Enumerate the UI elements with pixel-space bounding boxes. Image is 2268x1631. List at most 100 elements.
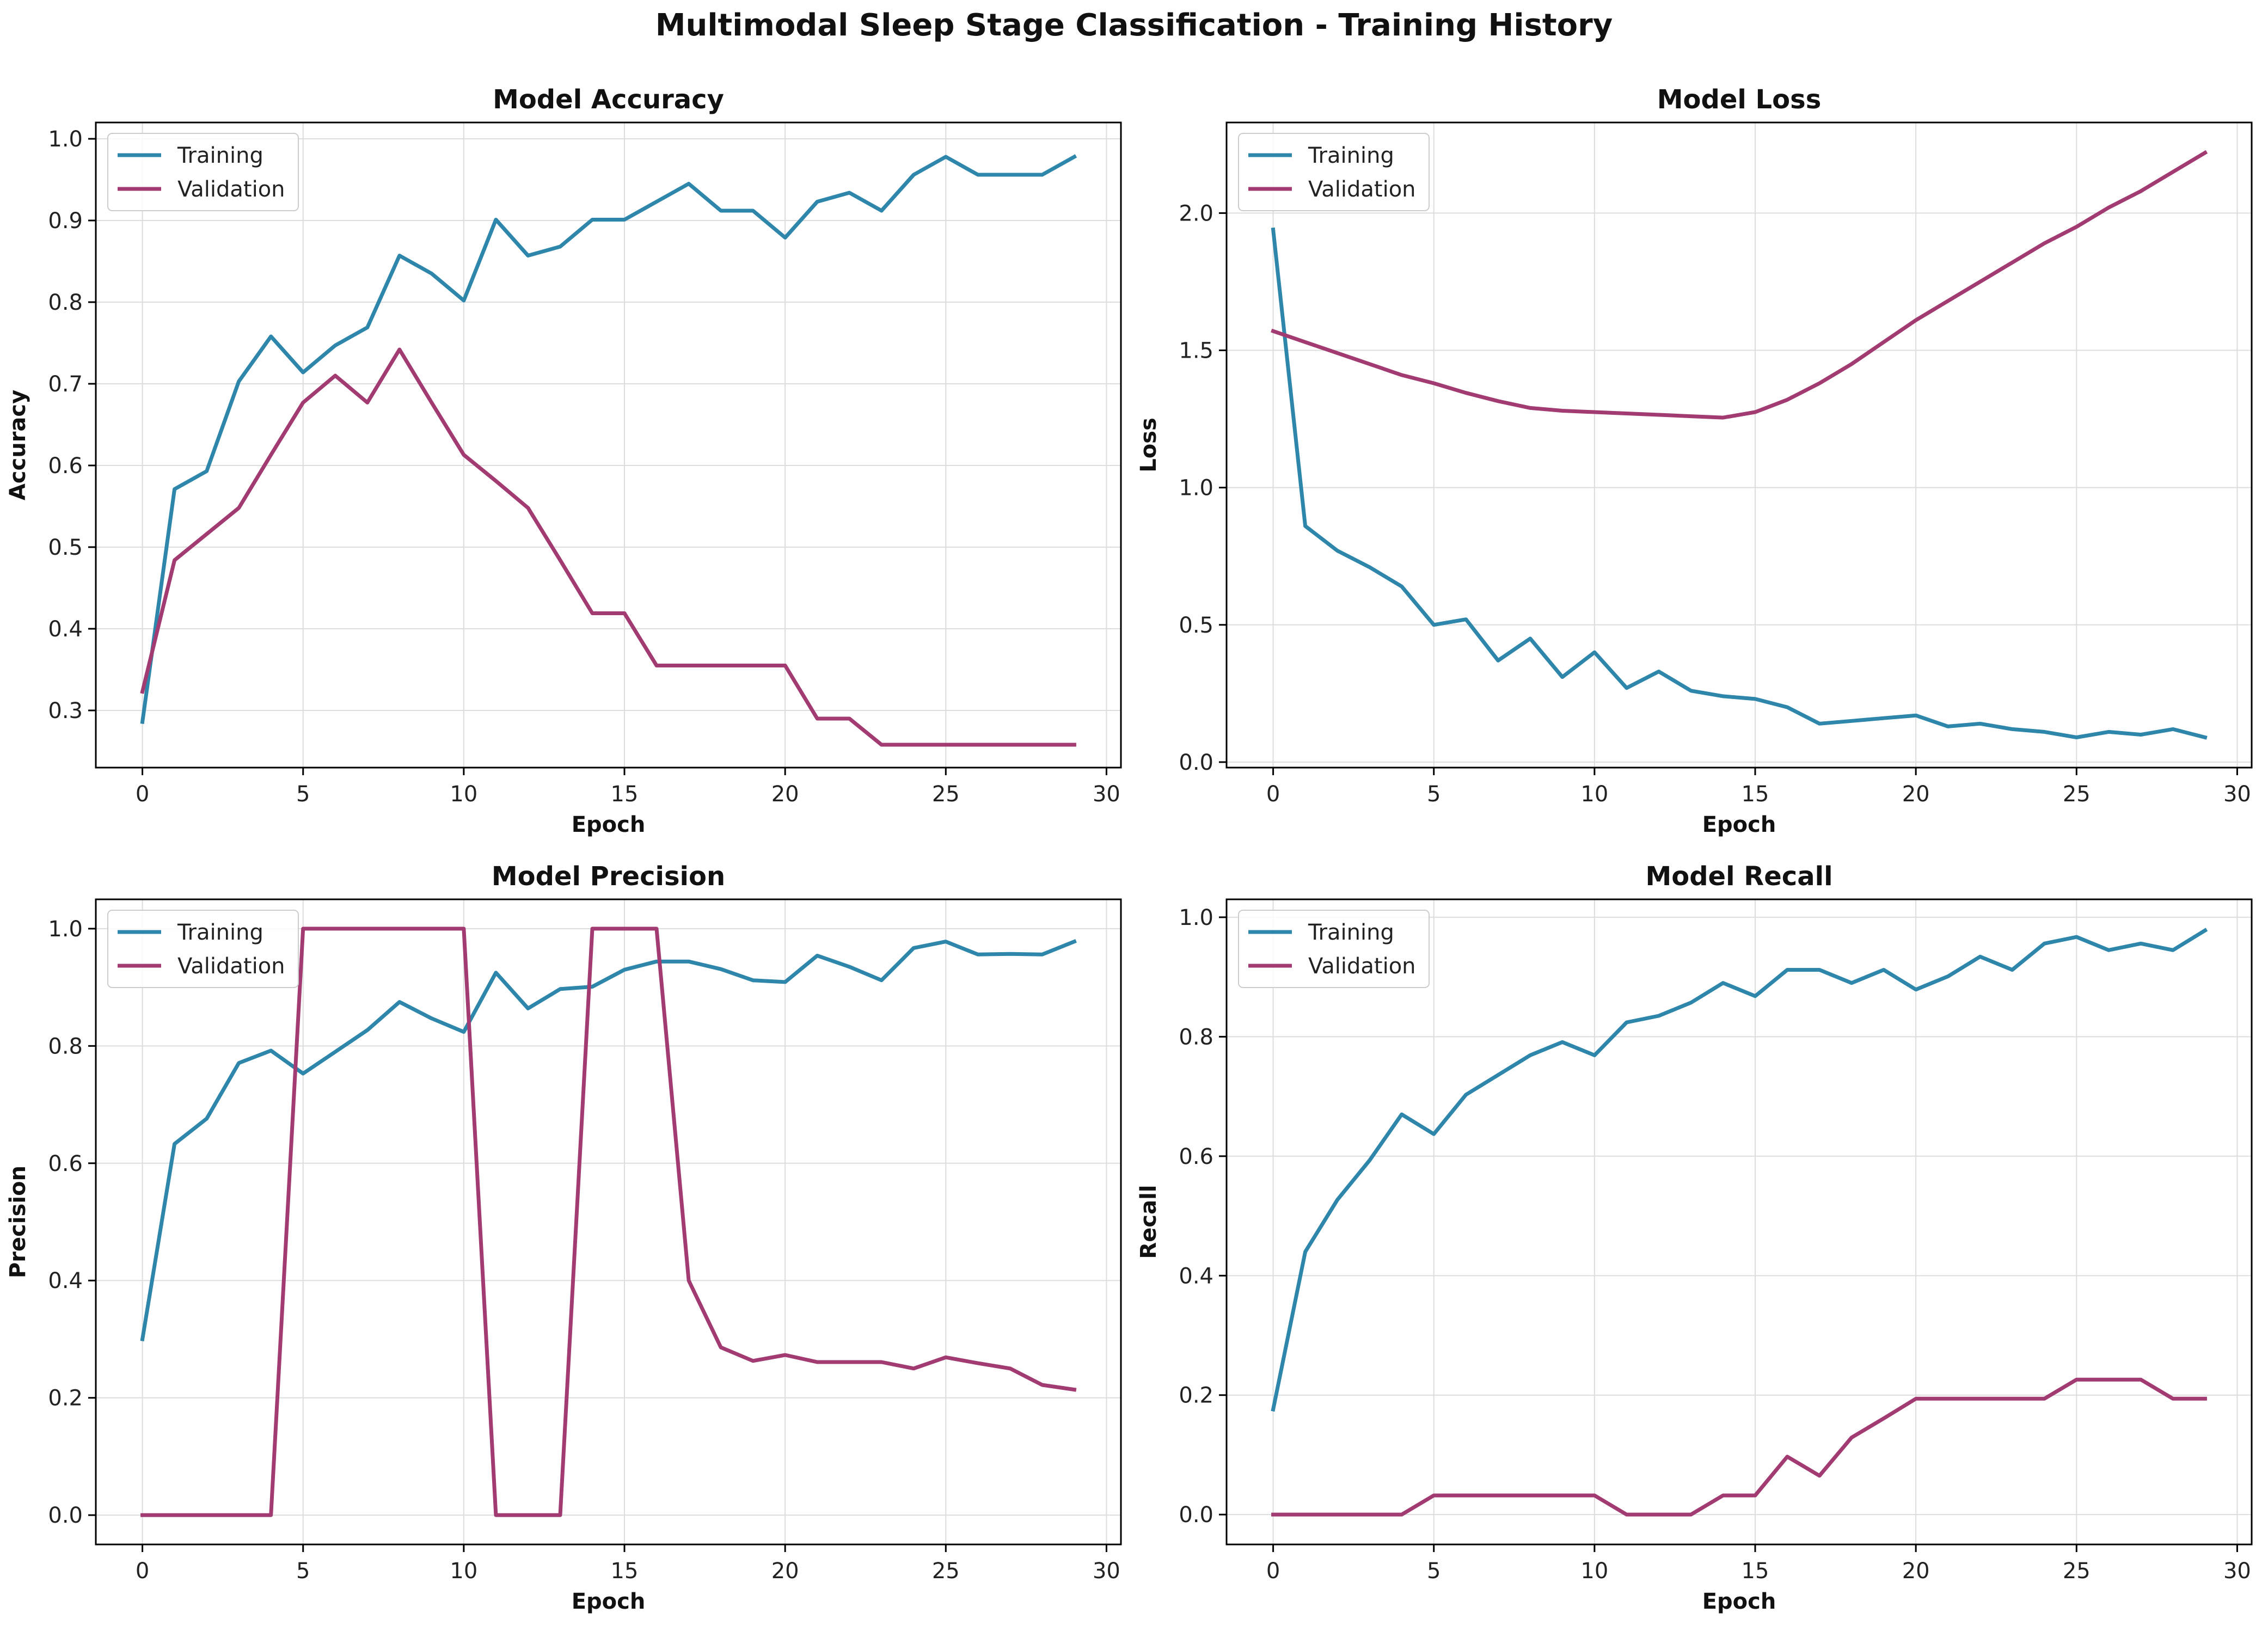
legend: Training Validation — [107, 910, 299, 988]
figure-title: Multimodal Sleep Stage Classification - … — [655, 8, 1613, 43]
series-line-training — [140, 154, 1077, 724]
legend-label-training: Training — [177, 920, 263, 945]
axes-frame — [95, 121, 1122, 769]
subplot-model-recall: 0 5 10 15 20 25 30 0.0 0.2 0.4 0.6 0.8 1.0 Model Reca… — [1136, 861, 2253, 1614]
y-tick-label: 0.3 — [48, 698, 83, 723]
series-line-training — [1271, 928, 2208, 1412]
y-tick-label: 0.4 — [48, 1268, 83, 1293]
series-line-validation — [1271, 1377, 2207, 1517]
legend: Training Validation — [1238, 133, 1430, 211]
legend-label-validation: Validation — [1308, 954, 1416, 979]
y-tick-label: 0.8 — [1179, 1025, 1213, 1050]
y-tick-label: 1.0 — [48, 917, 83, 942]
x-tick-label: 10 — [450, 1559, 477, 1584]
subplot-title: Model Recall — [1645, 861, 1832, 892]
subplot-model-precision: 0 5 10 15 20 25 30 0.0 0.2 0.4 0.6 0.8 1.0 Model Prec… — [5, 861, 1122, 1614]
x-tick-label: 20 — [1902, 782, 1930, 807]
x-tick-label: 25 — [2063, 782, 2091, 807]
y-tick-label: 0.4 — [48, 617, 83, 642]
y-tick-label: 0.5 — [48, 535, 83, 560]
x-tick-label: 5 — [1427, 1559, 1441, 1584]
y-tick-label: 2.0 — [1179, 201, 1213, 226]
y-tick-label: 0.2 — [48, 1386, 83, 1411]
y-tick-label: 1.5 — [1179, 339, 1213, 364]
legend-box — [1238, 910, 1430, 988]
y-axis-label: Precision — [5, 1166, 30, 1278]
y-tick-label: 0.5 — [1179, 613, 1213, 638]
x-tick-label: 0 — [136, 782, 149, 807]
x-tick-label: 30 — [2223, 1559, 2251, 1584]
x-tick-label: 25 — [2063, 1559, 2091, 1584]
axes-frame — [1225, 898, 2253, 1546]
legend-box — [1238, 133, 1430, 211]
y-tick-label: 0.7 — [48, 372, 83, 397]
x-tick-label: 25 — [932, 782, 960, 807]
legend-box — [107, 910, 299, 988]
y-tick-label: 1.0 — [1179, 476, 1213, 501]
x-tick-label: 20 — [771, 1559, 799, 1584]
axes-frame — [95, 898, 1122, 1546]
series-line-validation — [140, 927, 1077, 1517]
y-axis-label: Recall — [1136, 1185, 1161, 1259]
x-tick-label: 5 — [296, 782, 310, 807]
legend-label-validation: Validation — [177, 954, 285, 979]
x-tick-label: 10 — [1580, 782, 1608, 807]
series-line-training — [140, 939, 1077, 1342]
y-tick-label: 0.0 — [1179, 750, 1213, 775]
legend: Training Validation — [1238, 910, 1430, 988]
x-tick-label: 0 — [136, 1559, 149, 1584]
x-axis-label: Epoch — [572, 812, 646, 837]
y-axis-label: Loss — [1136, 418, 1161, 473]
axes-frame — [1225, 121, 2253, 769]
x-tick-label: 0 — [1266, 782, 1280, 807]
x-tick-label: 30 — [1093, 1559, 1120, 1584]
y-tick-label: 0.8 — [48, 1034, 83, 1059]
x-axis-label: Epoch — [572, 1589, 646, 1614]
legend-label-training: Training — [1308, 143, 1394, 168]
x-tick-label: 5 — [296, 1559, 310, 1584]
x-axis-label: Epoch — [1702, 812, 1776, 837]
subplot-title: Model Accuracy — [493, 84, 724, 115]
series-line-validation — [140, 347, 1076, 747]
y-tick-label: 0.6 — [48, 1151, 83, 1176]
legend-label-training: Training — [1308, 920, 1394, 945]
legend: Training Validation — [107, 133, 299, 211]
y-tick-label: 0.6 — [1179, 1144, 1213, 1169]
x-tick-label: 15 — [1742, 782, 1769, 807]
x-tick-label: 30 — [2223, 782, 2251, 807]
y-tick-label: 0.2 — [1179, 1383, 1213, 1408]
subplot-title: Model Precision — [492, 861, 725, 892]
legend-box — [107, 133, 299, 211]
x-axis-label: Epoch — [1702, 1589, 1776, 1614]
subplot-model-loss: 0 5 10 15 20 25 30 0.0 0.5 1.0 1.5 2.0 Model Loss Epo… — [1136, 84, 2253, 837]
series-line-training — [1271, 227, 2208, 740]
x-tick-label: 20 — [1902, 1559, 1930, 1584]
x-tick-label: 15 — [611, 782, 639, 807]
legend-label-validation: Validation — [177, 177, 285, 202]
x-tick-label: 10 — [450, 782, 477, 807]
x-tick-label: 30 — [1093, 782, 1120, 807]
y-tick-label: 0.6 — [48, 453, 83, 479]
y-tick-label: 0.8 — [48, 290, 83, 315]
x-tick-label: 15 — [1742, 1559, 1769, 1584]
x-tick-label: 10 — [1580, 1559, 1608, 1584]
x-tick-label: 20 — [771, 782, 799, 807]
y-tick-label: 0.4 — [1179, 1264, 1213, 1289]
x-tick-label: 0 — [1266, 1559, 1280, 1584]
x-tick-label: 25 — [932, 1559, 960, 1584]
series-line-validation — [1271, 150, 2208, 420]
y-tick-label: 0.0 — [1179, 1503, 1213, 1528]
x-tick-label: 15 — [611, 1559, 639, 1584]
y-axis-label: Accuracy — [5, 390, 30, 500]
y-tick-label: 1.0 — [48, 127, 83, 152]
legend-label-training: Training — [177, 143, 263, 168]
subplot-title: Model Loss — [1657, 84, 1822, 115]
subplot-model-accuracy: 0 5 10 15 20 25 30 0.3 0.4 0.5 0.6 0.7 0.8 0.9 1.0 Mode… — [5, 84, 1122, 837]
y-tick-label: 1.0 — [1179, 905, 1213, 930]
x-tick-label: 5 — [1427, 782, 1441, 807]
y-tick-label: 0.9 — [48, 209, 83, 234]
legend-label-validation: Validation — [1308, 177, 1416, 202]
y-tick-label: 0.0 — [48, 1503, 83, 1528]
